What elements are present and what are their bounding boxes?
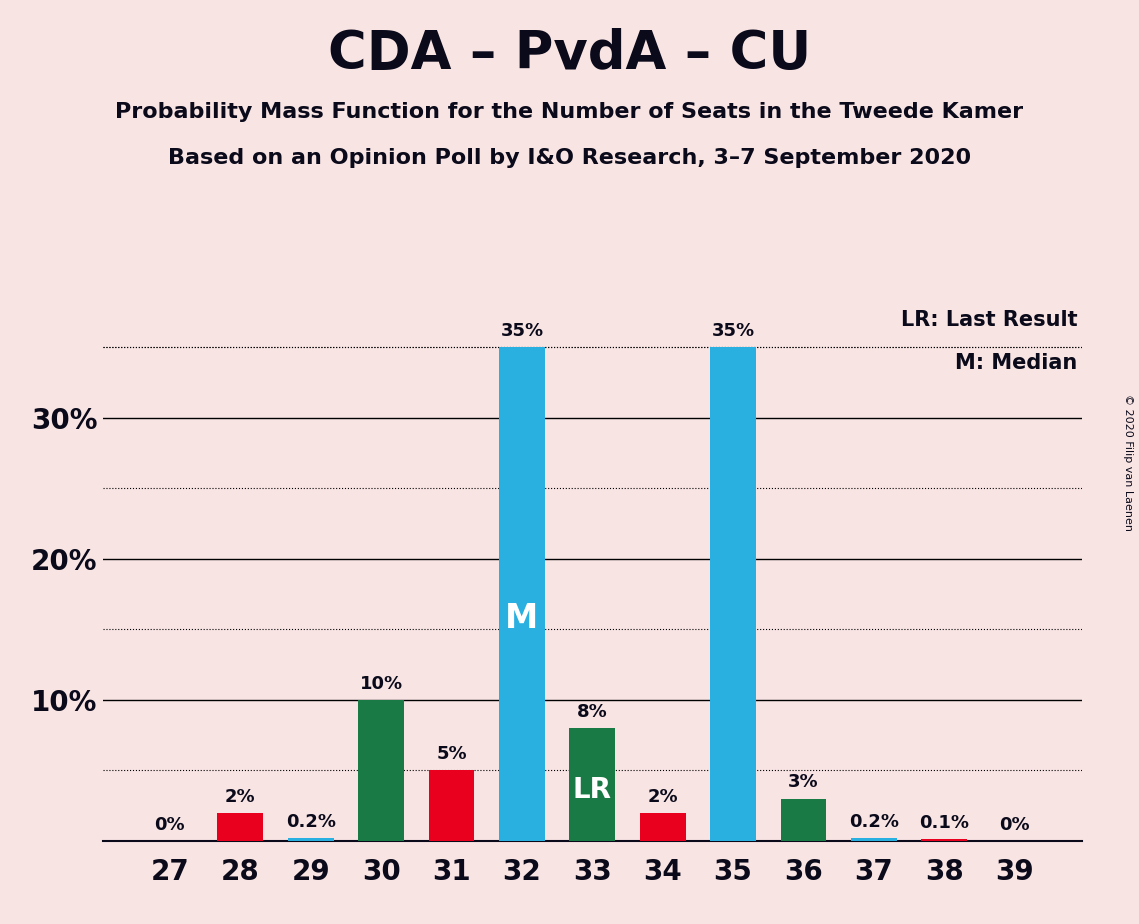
Text: 0%: 0% (155, 816, 186, 833)
Bar (780, 798, 826, 841)
Bar (640, 812, 686, 841)
Bar (428, 771, 474, 841)
Bar (921, 839, 967, 841)
Bar (359, 699, 404, 841)
Text: 5%: 5% (436, 746, 467, 763)
Text: CDA – PvdA – CU: CDA – PvdA – CU (328, 28, 811, 79)
Bar (570, 728, 615, 841)
Text: 3%: 3% (788, 773, 819, 792)
Text: 0%: 0% (999, 816, 1030, 833)
Text: Based on an Opinion Poll by I&O Research, 3–7 September 2020: Based on an Opinion Poll by I&O Research… (167, 148, 972, 168)
Text: 0.2%: 0.2% (849, 813, 899, 831)
Text: LR: Last Result: LR: Last Result (901, 310, 1077, 330)
Text: 2%: 2% (226, 787, 255, 806)
Text: LR: LR (573, 776, 612, 804)
Text: 2%: 2% (647, 787, 678, 806)
Bar (851, 838, 896, 841)
Text: 8%: 8% (577, 703, 607, 721)
Text: M: M (506, 602, 539, 635)
Bar (288, 838, 334, 841)
Bar (499, 347, 544, 841)
Text: © 2020 Filip van Laenen: © 2020 Filip van Laenen (1123, 394, 1133, 530)
Bar (218, 812, 263, 841)
Text: M: Median: M: Median (954, 353, 1077, 373)
Text: 0.1%: 0.1% (919, 814, 969, 833)
Text: 35%: 35% (712, 322, 755, 340)
Text: 0.2%: 0.2% (286, 813, 336, 831)
Bar (711, 347, 756, 841)
Text: 10%: 10% (360, 675, 403, 693)
Text: Probability Mass Function for the Number of Seats in the Tweede Kamer: Probability Mass Function for the Number… (115, 102, 1024, 122)
Text: 35%: 35% (500, 322, 543, 340)
